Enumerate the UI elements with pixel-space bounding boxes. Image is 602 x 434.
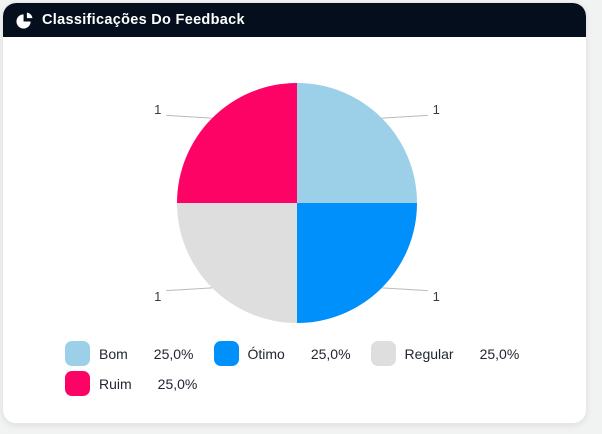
pie-chart-svg: 1 1 1 1 [154, 83, 440, 323]
legend-value: 25,0% [153, 345, 194, 362]
legend-label: Regular [404, 345, 454, 362]
legend-item-ruim[interactable]: Ruim 25,0% [65, 371, 197, 396]
legend-label: Ótimo [247, 345, 285, 362]
pie-slice-otimo[interactable] [297, 203, 417, 323]
pie-data-label: 1 [154, 102, 161, 117]
legend-item-bom[interactable]: Bom 25,0% [65, 341, 194, 366]
data-label-connector [381, 287, 428, 292]
pie-slice-ruim[interactable] [177, 83, 297, 203]
legend-label: Ruim [99, 375, 132, 392]
data-label-connector [166, 114, 213, 119]
chart-legend: Bom 25,0% Ótimo 25,0% Regular 25,0% Ruim 25,0% [65, 341, 586, 401]
card-title: Classificações Do Feedback [42, 12, 245, 28]
legend-marker-icon [213, 341, 239, 366]
pie-data-label: 1 [433, 102, 440, 117]
pie-data-label: 1 [154, 289, 161, 304]
legend-marker-icon [370, 341, 396, 366]
legend-marker-icon [65, 341, 90, 366]
legend-value: 25,0% [157, 375, 198, 392]
legend-label: Bom [99, 345, 128, 362]
card-header: Classificações Do Feedback [3, 3, 586, 37]
data-label-connector [381, 114, 428, 119]
legend-item-otimo[interactable]: Ótimo 25,0% [213, 341, 351, 366]
data-label-connector [166, 287, 213, 292]
pie-data-label: 1 [433, 289, 440, 304]
legend-value: 25,0% [479, 345, 520, 362]
legend-marker-icon [65, 371, 90, 396]
pie-slice-regular[interactable] [177, 203, 297, 323]
pie-chart: 1 1 1 1 [3, 39, 586, 339]
legend-item-regular[interactable]: Regular 25,0% [370, 341, 520, 366]
pie-slice-bom[interactable] [297, 83, 417, 203]
pie-chart-icon [16, 11, 33, 29]
feedback-ratings-card: Classificações Do Feedback 1 1 1 1 Bom 25,0%… [2, 2, 587, 424]
legend-value: 25,0% [310, 345, 351, 362]
